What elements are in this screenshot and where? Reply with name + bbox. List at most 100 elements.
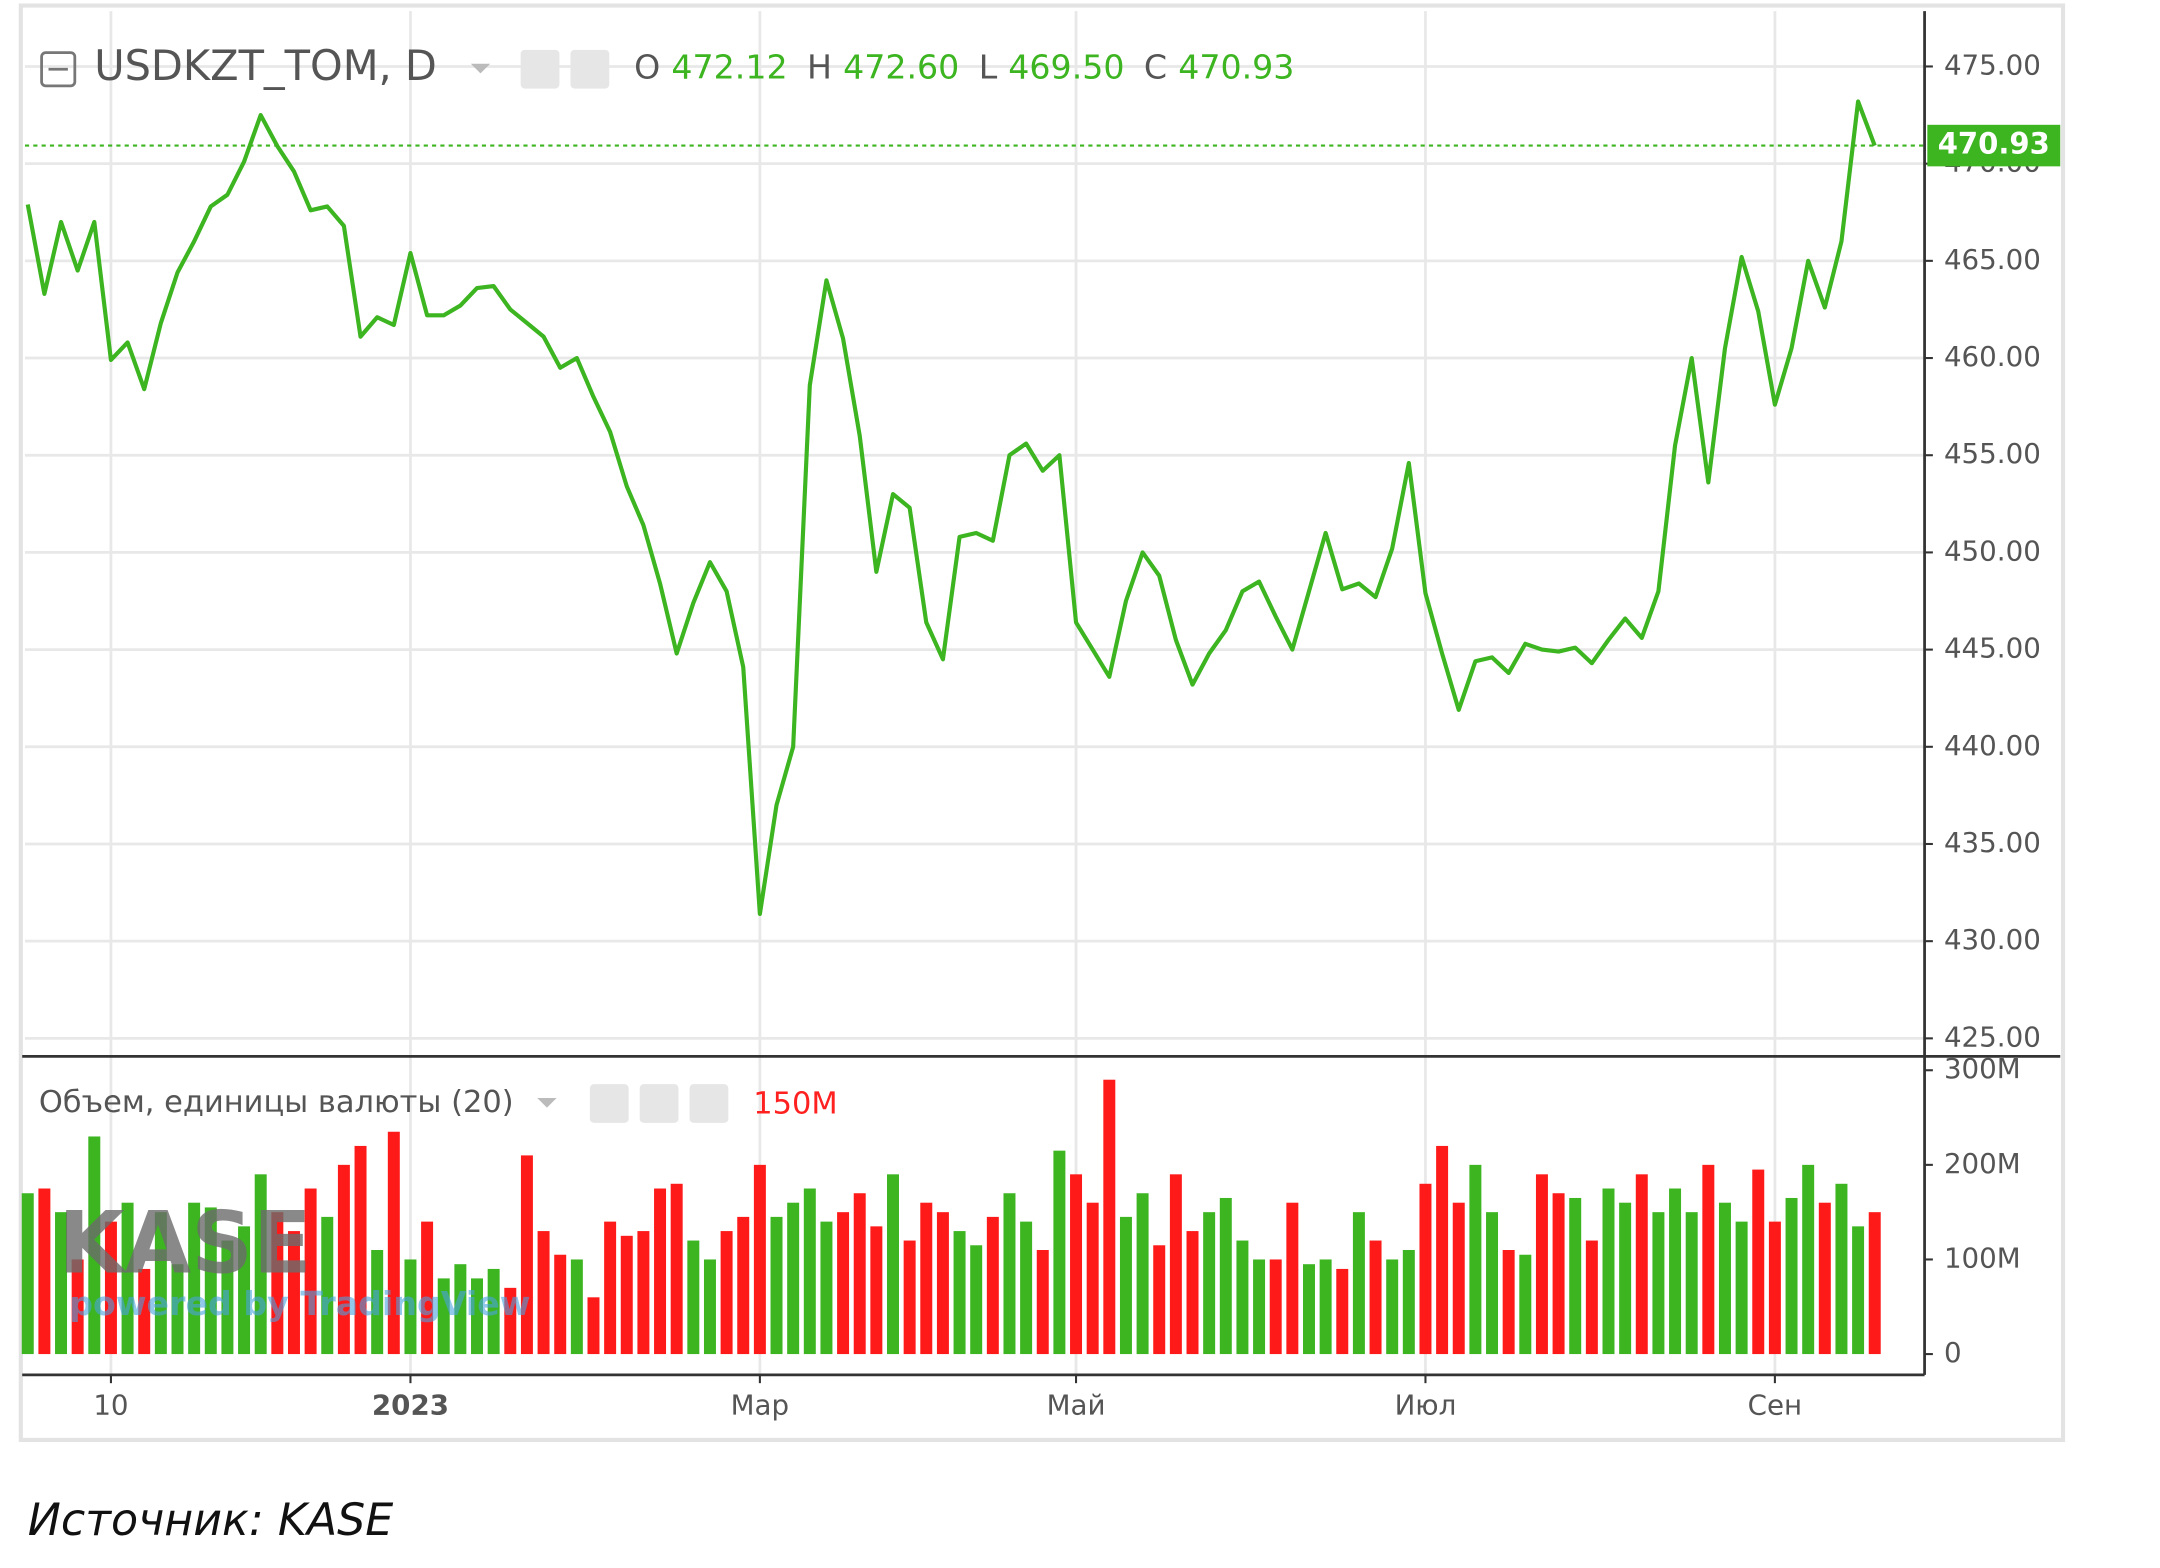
volume-title: Объем, единицы валюты (20) xyxy=(39,1085,514,1120)
volume-bar xyxy=(703,1259,716,1355)
volume-bar xyxy=(471,1278,484,1355)
source-note: Источник: KASE xyxy=(28,1495,394,1546)
volume-bar xyxy=(1535,1174,1548,1355)
dropdown-arrow[interactable] xyxy=(470,63,491,74)
y2-tick-label: 300M xyxy=(1944,1052,2021,1085)
volume-bar xyxy=(1835,1183,1848,1355)
close-icon[interactable] xyxy=(689,1084,729,1123)
y-tick-label: 445.00 xyxy=(1944,632,2041,665)
volume-bar xyxy=(1868,1212,1881,1355)
y-tick-label: 440.00 xyxy=(1944,729,2041,762)
volume-bar xyxy=(1752,1169,1765,1355)
watermark: KASE powered by TradingView xyxy=(58,1193,530,1323)
ohlc-key: C xyxy=(1144,48,1167,87)
volume-bar xyxy=(1635,1174,1648,1355)
volume-bar xyxy=(504,1287,517,1355)
volume-bar xyxy=(287,1231,300,1355)
volume-bar xyxy=(1669,1188,1682,1355)
grid xyxy=(24,11,1925,1374)
volume-bar xyxy=(687,1240,700,1355)
volume-bar xyxy=(1253,1259,1266,1355)
price-line xyxy=(25,99,1877,917)
volume-bar xyxy=(1119,1216,1132,1355)
volume-bar xyxy=(1502,1250,1515,1355)
volume-bar xyxy=(1136,1193,1149,1355)
volume-bar xyxy=(1286,1202,1299,1355)
volume-bar xyxy=(1203,1212,1216,1355)
volume-bar xyxy=(1852,1226,1865,1355)
volume-bar xyxy=(238,1226,251,1355)
volume-bar xyxy=(1086,1202,1099,1355)
y2-tick-label: 200M xyxy=(1944,1147,2021,1180)
volume-bar xyxy=(720,1231,733,1355)
volume-bar xyxy=(1386,1259,1399,1355)
settings-icon[interactable] xyxy=(570,49,610,89)
volume-bar xyxy=(1735,1221,1748,1355)
volume-bar xyxy=(1785,1197,1798,1355)
volume-bar xyxy=(321,1216,334,1355)
volume-bar xyxy=(204,1207,217,1355)
volume-bar xyxy=(454,1264,467,1355)
x-tick-label: Мар xyxy=(731,1389,789,1422)
volume-bar xyxy=(1602,1188,1615,1355)
ohlc-value: 472.60 xyxy=(843,48,959,87)
volume-bar xyxy=(570,1259,583,1355)
collapse-icon[interactable] xyxy=(40,51,77,88)
last-price-box xyxy=(1927,124,2061,167)
volume-bar xyxy=(1352,1212,1365,1355)
eye-icon[interactable] xyxy=(520,49,560,89)
volume-bar xyxy=(1153,1245,1166,1355)
volume-bar xyxy=(520,1155,533,1355)
volume-bar xyxy=(271,1212,284,1355)
volume-bar xyxy=(387,1131,400,1355)
y-tick-label: 475.00 xyxy=(1944,48,2041,81)
y2-tick-label: 100M xyxy=(1944,1241,2021,1274)
volume-bar xyxy=(953,1231,966,1355)
ohlc-value: 470.93 xyxy=(1178,48,1294,87)
x-tick-label: Сен xyxy=(1748,1389,1802,1422)
volume-bar xyxy=(38,1188,51,1355)
y-tick-label: 455.00 xyxy=(1944,437,2041,470)
volume-bar xyxy=(55,1212,68,1355)
volume-bar xyxy=(637,1231,650,1355)
y-tick-label: 430.00 xyxy=(1944,923,2041,956)
volume-bar xyxy=(537,1231,550,1355)
volume-bar xyxy=(1236,1240,1249,1355)
volume-bar xyxy=(138,1268,151,1355)
volume-bar xyxy=(1619,1202,1632,1355)
volume-bar xyxy=(820,1221,833,1355)
y2-tick-label: 0 xyxy=(1944,1336,1962,1369)
volume-bar xyxy=(171,1264,184,1355)
volume-bar xyxy=(421,1221,434,1355)
volume-bar xyxy=(1070,1174,1083,1355)
volume-bar xyxy=(1003,1193,1016,1355)
volume-bar xyxy=(1818,1202,1831,1355)
volume-bar xyxy=(354,1145,367,1355)
watermark-sub: powered by TradingView xyxy=(69,1284,530,1323)
y-tick-label: 460.00 xyxy=(1944,340,2041,373)
x-tick-label: Май xyxy=(1047,1389,1106,1422)
volume-bar xyxy=(986,1216,999,1355)
volume-bar xyxy=(104,1221,117,1355)
volume-bar xyxy=(753,1164,766,1355)
volume-bar xyxy=(737,1216,750,1355)
dropdown-arrow[interactable] xyxy=(537,1097,557,1108)
volume-bar xyxy=(304,1188,317,1355)
volume-bar xyxy=(154,1212,167,1355)
volume-bar xyxy=(887,1174,899,1355)
volume-bar xyxy=(554,1254,567,1355)
volume-bar xyxy=(654,1188,667,1355)
y-tick-label: 425.00 xyxy=(1944,1020,2041,1053)
volume-bar xyxy=(803,1188,816,1355)
series-title: USDKZT_TOM, D xyxy=(94,41,437,90)
volume-bar xyxy=(371,1250,384,1355)
eye-icon[interactable] xyxy=(589,1084,629,1123)
settings-icon[interactable] xyxy=(639,1084,679,1123)
volume-bar xyxy=(1519,1254,1532,1355)
watermark-logo: KASE xyxy=(58,1193,311,1293)
volume-bar xyxy=(1319,1259,1332,1355)
volume-bar xyxy=(1685,1212,1698,1355)
last-price-label: 470.93 xyxy=(1938,127,2050,161)
volume-bar xyxy=(1269,1259,1282,1355)
volume-bar xyxy=(837,1212,850,1355)
